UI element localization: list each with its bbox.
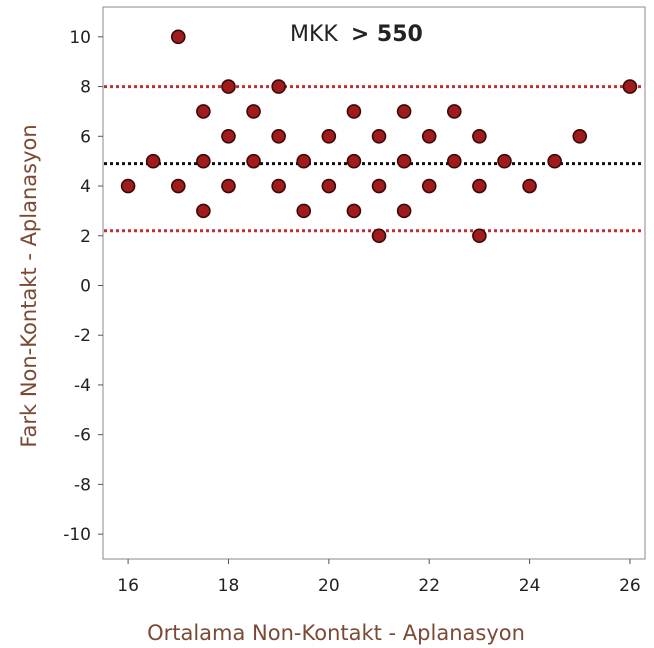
data-point [572, 128, 588, 144]
data-point [446, 153, 462, 169]
data-point [346, 153, 362, 169]
y-axis-title: Fark Non-Kontakt - Aplanasyon [17, 124, 41, 447]
data-point [271, 79, 286, 94]
annotation-suffix: > 550 [351, 22, 423, 47]
data-point [472, 178, 487, 194]
y-tick-label: -8 [74, 475, 91, 495]
data-point [371, 178, 387, 194]
annotation-label: MKK > 550 [290, 22, 423, 47]
data-point [196, 104, 211, 119]
data-point [371, 128, 387, 144]
x-tick-label: 22 [418, 576, 440, 596]
data-point [170, 29, 186, 45]
data-point [271, 128, 286, 144]
y-tick-label: 6 [80, 127, 91, 147]
data-point [246, 104, 261, 119]
data-points [120, 29, 638, 244]
data-point [396, 153, 412, 169]
data-point [421, 178, 437, 194]
data-point [421, 128, 437, 144]
y-tick-label: 2 [80, 227, 91, 247]
data-point [346, 104, 362, 119]
x-tick-label: 16 [117, 576, 139, 596]
data-point [221, 178, 236, 194]
y-tick-label: -2 [74, 326, 91, 346]
data-point [296, 153, 312, 169]
y-tick-label: -6 [74, 426, 91, 446]
data-point [221, 128, 236, 144]
x-tick-label: 18 [218, 576, 240, 596]
data-point [371, 228, 387, 244]
data-point [246, 153, 261, 169]
y-tick-label: 0 [80, 276, 91, 296]
data-point [497, 153, 512, 169]
data-point [446, 104, 462, 119]
annotation-prefix: MKK [290, 22, 338, 47]
data-point [472, 228, 487, 244]
y-tick-label: 8 [80, 78, 91, 98]
x-axis-title: Ortalama Non-Kontakt - Aplanasyon [147, 621, 525, 645]
data-point [346, 203, 362, 219]
data-point [321, 128, 337, 144]
x-axis-ticks: 16 18 20 22 24 26 [117, 559, 641, 596]
x-tick-label: 24 [519, 576, 541, 596]
plot-frame [102, 6, 646, 560]
data-point [472, 128, 487, 144]
y-tick-label: -10 [63, 525, 91, 545]
data-point [221, 79, 236, 94]
data-point [396, 203, 412, 219]
data-point [522, 178, 537, 194]
y-tick-label: 4 [80, 177, 91, 197]
data-point [296, 203, 312, 219]
data-point [170, 178, 186, 194]
y-tick-label: -4 [74, 376, 91, 396]
x-tick-label: 20 [318, 576, 340, 596]
data-point [321, 178, 337, 194]
data-point [547, 153, 562, 169]
x-tick-label: 26 [619, 576, 641, 596]
data-point [622, 79, 638, 94]
data-point [120, 178, 136, 194]
data-point [196, 203, 211, 219]
y-axis-ticks: 10 8 6 4 2 0 -2 -4 -6 -8 -10 [63, 28, 103, 545]
data-point [396, 104, 412, 119]
y-tick-label: 10 [69, 28, 91, 48]
data-point [271, 178, 286, 194]
data-point [145, 153, 161, 169]
data-point [196, 153, 211, 169]
